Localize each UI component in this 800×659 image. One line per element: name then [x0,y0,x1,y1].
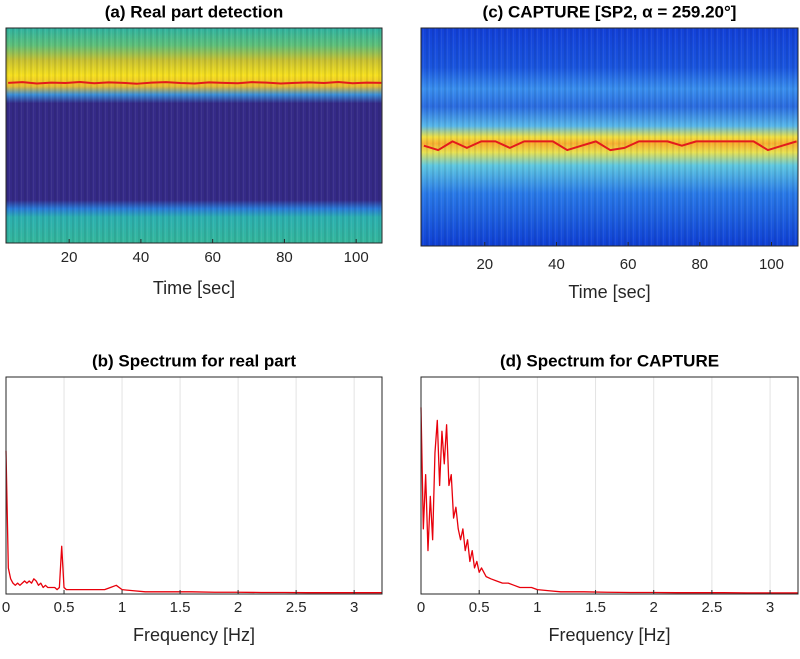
chart-title: (c) CAPTURE [SP2, α = 259.20°] [483,2,737,21]
x-tick-label: 2.5 [286,599,307,616]
x-axis-label: Time [sec] [568,282,650,302]
chart-title: (d) Spectrum for CAPTURE [500,351,719,370]
x-tick-label: 20 [476,256,493,273]
chart-title: (b) Spectrum for real part [92,351,296,370]
axes-box [420,27,799,247]
x-tick-label: 0.5 [54,599,75,616]
x-tick-label: 40 [133,249,150,266]
x-tick-label: 80 [276,249,293,266]
x-tick-label: 0 [2,599,10,616]
x-tick-label: 0.5 [469,599,490,616]
data-line [5,450,382,594]
x-tick-label: 60 [204,249,221,266]
x-tick-label: 3 [766,599,774,616]
x-tick-label: 2.5 [701,599,722,616]
heatmap-texture [421,28,798,246]
axes-box [5,376,383,595]
data-line [423,140,797,152]
plot-area [421,377,798,594]
x-tick-label: 100 [759,256,784,273]
x-axis-label: Frequency [Hz] [133,625,255,645]
data-line [8,80,382,85]
x-tick-label: 1.5 [170,599,191,616]
x-tick-label: 60 [620,256,637,273]
heatmap-texture [6,28,382,243]
x-tick-label: 100 [344,249,369,266]
axes-box [420,376,799,595]
x-axis-label: Time [sec] [153,278,235,298]
x-tick-label: 40 [548,256,565,273]
x-tick-label: 20 [61,249,78,266]
x-tick-label: 0 [417,599,425,616]
plot-area [6,377,382,594]
x-tick-label: 2 [650,599,658,616]
x-tick-label: 3 [350,599,358,616]
x-tick-label: 1.5 [585,599,606,616]
chart-title: (a) Real part detection [105,2,284,21]
data-line [420,407,798,594]
x-tick-label: 1 [118,599,126,616]
x-tick-label: 2 [234,599,242,616]
x-tick-label: 80 [691,256,708,273]
axes-box [5,27,383,244]
x-axis-label: Frequency [Hz] [548,625,670,645]
x-tick-label: 1 [533,599,541,616]
